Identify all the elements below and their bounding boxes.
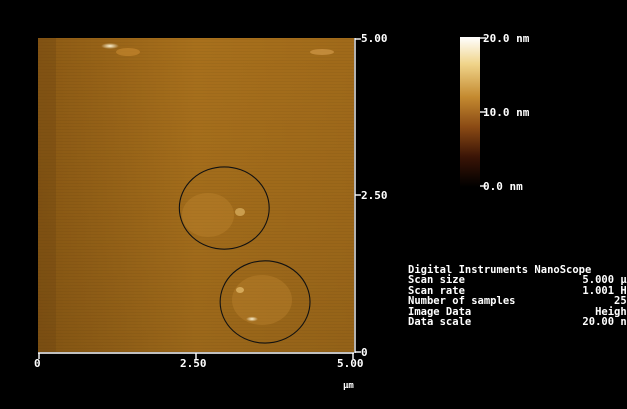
info-row: Number of samples 256	[408, 296, 627, 307]
y-tick-label: 2.50	[361, 189, 388, 202]
info-heading: Digital Instruments NanoScope	[408, 264, 592, 276]
info-key: Image Data	[408, 305, 472, 318]
info-key: Data scale	[408, 316, 472, 328]
colorbar-label-max: 20.0 nm	[483, 32, 530, 45]
scan-info-panel: Digital Instruments NanoScope Scan size 5…	[408, 265, 627, 328]
info-key: Scan size	[408, 274, 465, 286]
feature-spot	[236, 287, 244, 293]
info-value: 5.000 µm	[582, 274, 627, 286]
x-tick-label: 2.50	[180, 357, 207, 370]
scan-lines	[38, 38, 354, 352]
info-value: Height	[595, 305, 627, 318]
info-row: Data scale 20.00 nm	[408, 317, 627, 328]
feature-patch	[182, 193, 234, 237]
left-edge-shade	[38, 38, 56, 352]
contaminant-spot	[116, 48, 140, 56]
feature-patch	[232, 275, 292, 325]
colorbar-gradient	[460, 37, 480, 187]
info-key: Scan rate	[408, 284, 465, 297]
info-value: 1.001 Hz	[582, 284, 627, 297]
x-tick-label: 5.00	[337, 357, 364, 370]
colorbar-label-mid: 10.0 nm	[483, 106, 530, 119]
height-image	[38, 38, 354, 352]
x-tick-label: 0	[34, 357, 41, 370]
contaminant-spot	[310, 49, 334, 55]
colorbar-label-min: 0.0 nm	[483, 180, 523, 193]
contaminant-spot	[101, 43, 119, 49]
feature-patch	[235, 208, 245, 216]
x-axis	[38, 352, 354, 359]
info-row: Scan rate 1.001 Hz	[408, 284, 627, 297]
annotation-circle	[178, 166, 270, 250]
info-value: 256	[614, 295, 627, 307]
y-tick-label: 5.00	[361, 32, 388, 45]
info-row: Image Data Height	[408, 305, 627, 318]
x-axis-unit: µm	[343, 381, 354, 391]
annotation-circles	[178, 166, 311, 344]
feature-spot	[246, 316, 258, 322]
info-value: 20.00 nm	[582, 316, 627, 328]
y-axis	[354, 38, 361, 353]
colorbar	[460, 37, 486, 187]
annotation-circle	[219, 260, 311, 344]
info-key: Number of samples	[408, 295, 516, 307]
info-row: Scan size 5.000 µm	[408, 275, 627, 286]
y-tick-label: 0	[361, 346, 368, 359]
